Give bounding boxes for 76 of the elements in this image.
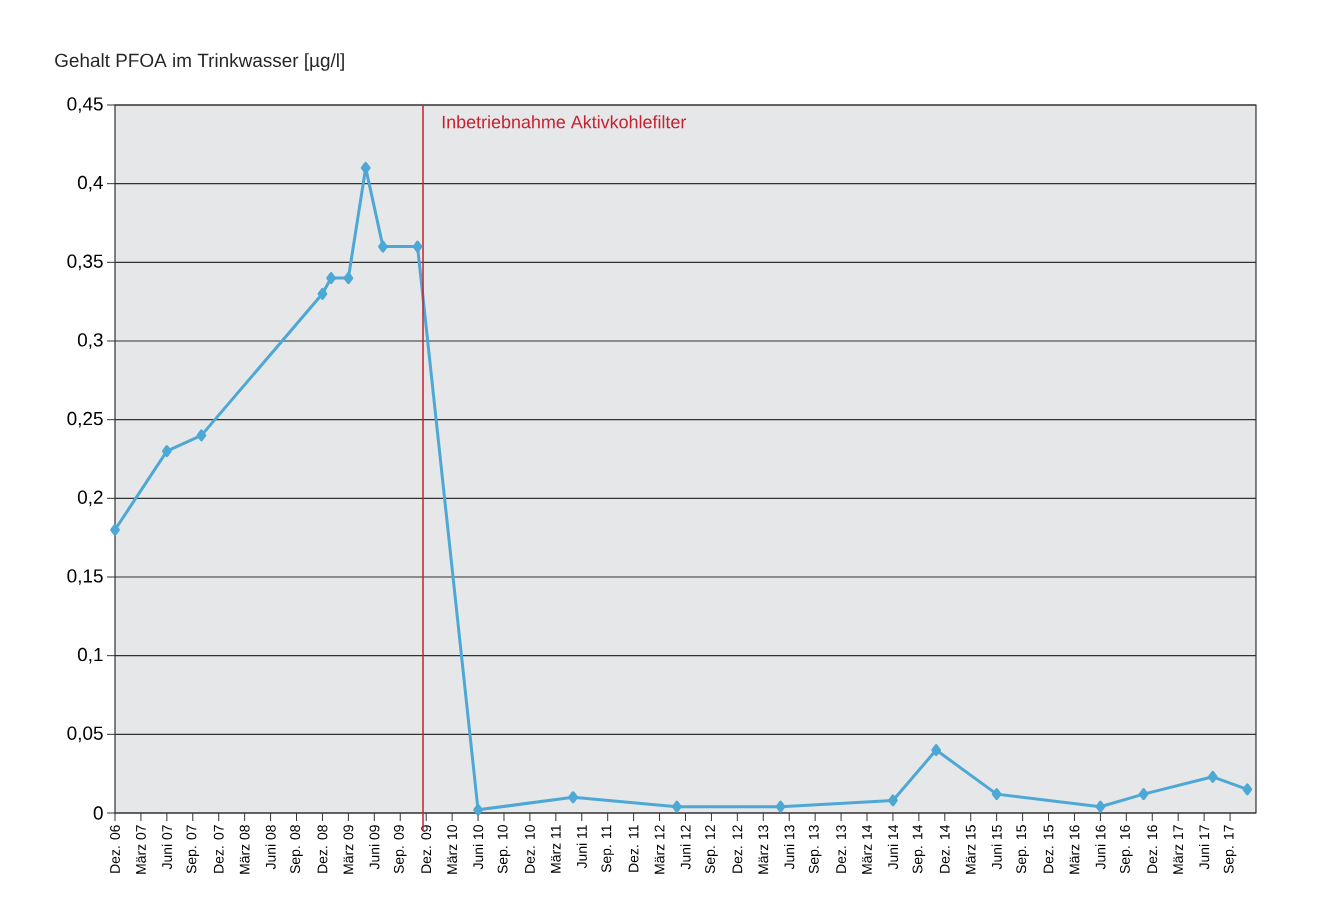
x-tick-label: Juni 16: [1095, 825, 1106, 870]
x-tick-label: März 17: [1173, 825, 1184, 874]
point: [775, 800, 786, 813]
x-tick-label: Juni 17: [1198, 825, 1210, 870]
point: [360, 161, 371, 174]
x-tick-label: Juni 12: [680, 825, 691, 870]
x-tick-label: März 14: [862, 824, 872, 874]
point: [671, 800, 682, 813]
y-tick-label: 0,1: [77, 647, 103, 664]
y-tick-label: 0,25: [67, 411, 103, 428]
y-tick-label: 0,35: [67, 254, 103, 271]
x-tick-label: Juni 09: [369, 825, 380, 870]
point: [931, 744, 942, 757]
x-tick-label: März 16: [1069, 825, 1080, 874]
point: [1207, 770, 1218, 783]
y-tick-label: 0,2: [77, 490, 103, 507]
x-tick-label: März 10: [447, 825, 458, 874]
point: [196, 429, 207, 442]
x-tick-label: Dez. 14: [939, 824, 950, 873]
y-tick-label: 0,45: [67, 97, 103, 113]
x-tick-label: Sep. 14: [912, 824, 926, 874]
point: [1138, 788, 1149, 801]
point: [343, 272, 354, 285]
x-tick-label: Sep. 10: [497, 825, 511, 874]
x-tick-label: März 15: [965, 825, 976, 874]
point: [378, 240, 388, 253]
x-tick-label: Sep. 17: [1223, 825, 1237, 874]
x-tick-label: Sep. 07: [186, 825, 200, 874]
point: [161, 445, 172, 458]
x-tick-label: Sep. 13: [808, 825, 822, 874]
x-tick-label: Sep. 15: [1016, 825, 1029, 874]
point: [326, 272, 336, 285]
point: [991, 788, 1002, 801]
x-tick-label: Dez. 08: [317, 825, 328, 873]
point: [568, 791, 578, 804]
point: [317, 287, 328, 300]
x-tick-label: Sep. 16: [1120, 825, 1133, 874]
x-tick-label: Dez. 07: [213, 825, 224, 873]
x-tick-label: März 08: [239, 825, 250, 874]
x-tick-label: Juni 15: [991, 825, 1002, 870]
point: [473, 803, 483, 816]
x-tick-label: März 09: [343, 825, 354, 874]
y-tick-label: 0,4: [77, 175, 103, 192]
x-tick-label: Juni 14: [887, 824, 899, 870]
point: [412, 240, 423, 253]
x-tick-label: Dez. 10: [524, 825, 535, 873]
y-tick-label: 0,3: [77, 333, 103, 349]
x-tick-label: Sep. 09: [393, 825, 407, 874]
x-tick-label: Dez. 06: [110, 825, 120, 873]
x-tick-label: Dez. 11: [628, 825, 639, 872]
x-tick-label: Juni 13: [784, 825, 795, 870]
ref-line-label: Inbetriebnahme Aktivkohlefilter: [442, 115, 687, 129]
x-tick-label: Juni 07: [161, 825, 172, 870]
x-tick-label: Juni 10: [472, 825, 484, 870]
x-tick-label: März 12: [654, 825, 665, 874]
x-tick-label: Dez. 15: [1043, 825, 1054, 873]
x-tick-label: März 07: [135, 825, 146, 874]
x-tick-label: März 13: [758, 825, 769, 874]
x-tick-label: Sep. 08: [290, 825, 303, 874]
x-tick-label: März 11: [550, 825, 561, 873]
x-tick-label: Dez. 12: [732, 825, 743, 873]
x-tick-label: Dez. 16: [1147, 825, 1158, 873]
x-tick-label: Sep. 12: [705, 825, 718, 874]
y-axis-title: Gehalt PFOA im Trinkwasser [µg/l]: [55, 53, 344, 71]
y-tick-label: 0,15: [67, 569, 103, 585]
point: [1242, 783, 1253, 796]
x-tick-label: Dez. 09: [421, 825, 432, 873]
x-tick-label: Dez. 13: [836, 825, 847, 873]
point: [888, 794, 898, 807]
y-tick-label: 0: [93, 806, 103, 820]
x-tick-label: Sep. 11: [601, 825, 615, 873]
x-tick-label: Juni 08: [265, 825, 276, 870]
point: [1095, 800, 1106, 813]
point: [110, 523, 120, 536]
y-tick-label: 0,05: [67, 726, 103, 743]
x-tick-label: Juni 11: [576, 825, 587, 869]
